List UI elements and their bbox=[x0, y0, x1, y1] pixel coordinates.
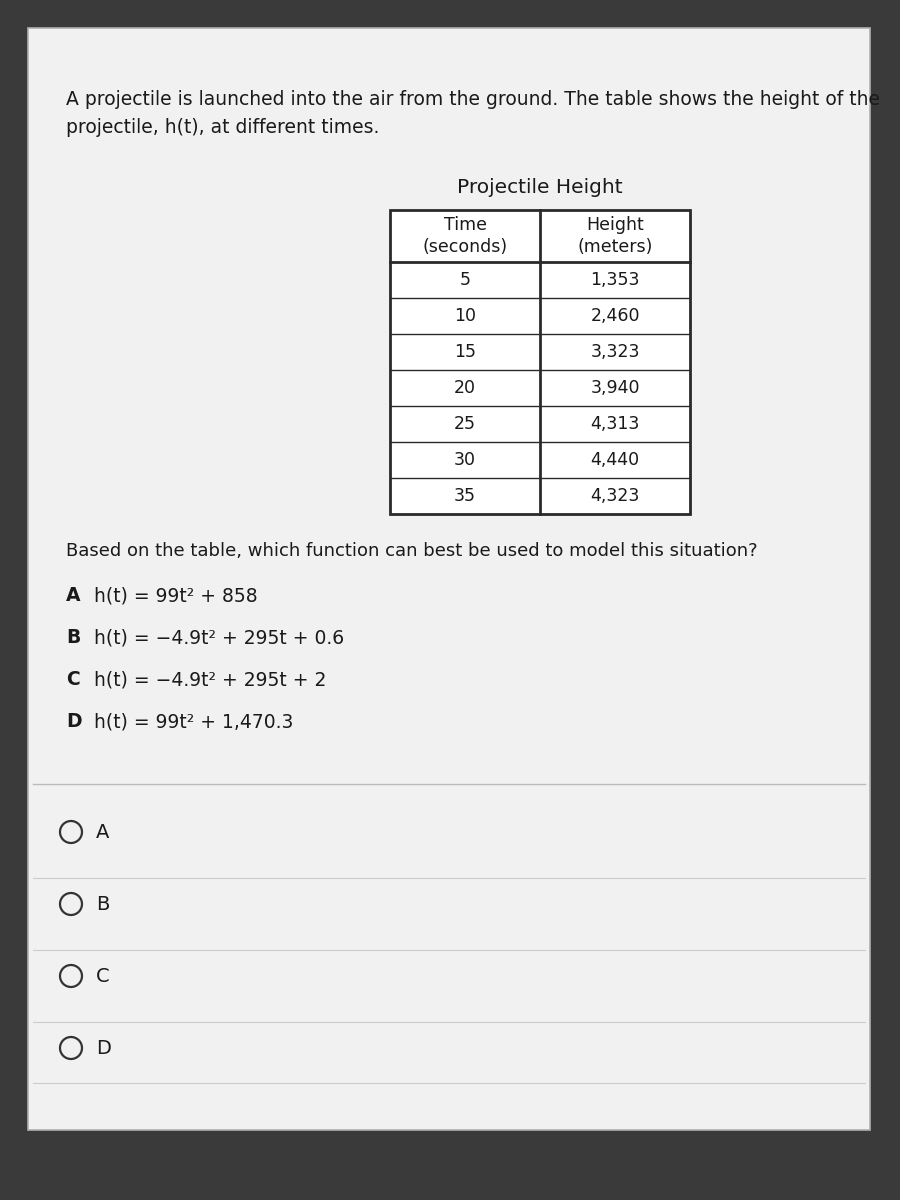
Text: 10: 10 bbox=[454, 307, 476, 325]
Text: Projectile Height: Projectile Height bbox=[457, 178, 623, 197]
Text: 3,323: 3,323 bbox=[590, 343, 640, 361]
Text: 15: 15 bbox=[454, 343, 476, 361]
Text: Based on the table, which function can best be used to model this situation?: Based on the table, which function can b… bbox=[66, 542, 758, 560]
Bar bbox=[390, 210, 690, 514]
Text: 2,460: 2,460 bbox=[590, 307, 640, 325]
Text: A: A bbox=[96, 822, 110, 841]
Text: Time
(seconds): Time (seconds) bbox=[422, 216, 508, 257]
Text: D: D bbox=[96, 1038, 111, 1057]
Text: 4,313: 4,313 bbox=[590, 415, 640, 433]
Text: h(t) = −4.9t² + 295t + 0.6: h(t) = −4.9t² + 295t + 0.6 bbox=[94, 628, 344, 647]
Text: 1,353: 1,353 bbox=[590, 271, 640, 289]
Text: C: C bbox=[66, 670, 80, 689]
Text: C: C bbox=[96, 966, 110, 985]
Text: 25: 25 bbox=[454, 415, 476, 433]
Text: B: B bbox=[66, 628, 80, 647]
Text: A: A bbox=[66, 586, 80, 605]
Text: B: B bbox=[96, 894, 110, 913]
Text: 4,440: 4,440 bbox=[590, 451, 640, 469]
Text: Height
(meters): Height (meters) bbox=[577, 216, 652, 257]
Text: 4,323: 4,323 bbox=[590, 487, 640, 505]
Text: A projectile is launched into the air from the ground. The table shows the heigh: A projectile is launched into the air fr… bbox=[66, 90, 880, 109]
Text: 5: 5 bbox=[460, 271, 471, 289]
Text: 35: 35 bbox=[454, 487, 476, 505]
Text: 20: 20 bbox=[454, 379, 476, 397]
Text: D: D bbox=[66, 712, 82, 731]
Text: 30: 30 bbox=[454, 451, 476, 469]
Text: h(t) = −4.9t² + 295t + 2: h(t) = −4.9t² + 295t + 2 bbox=[94, 670, 327, 689]
Text: h(t) = 99t² + 858: h(t) = 99t² + 858 bbox=[94, 586, 257, 605]
Text: projectile, h(t), at different times.: projectile, h(t), at different times. bbox=[66, 118, 380, 137]
Text: h(t) = 99t² + 1,470.3: h(t) = 99t² + 1,470.3 bbox=[94, 712, 293, 731]
Text: 3,940: 3,940 bbox=[590, 379, 640, 397]
